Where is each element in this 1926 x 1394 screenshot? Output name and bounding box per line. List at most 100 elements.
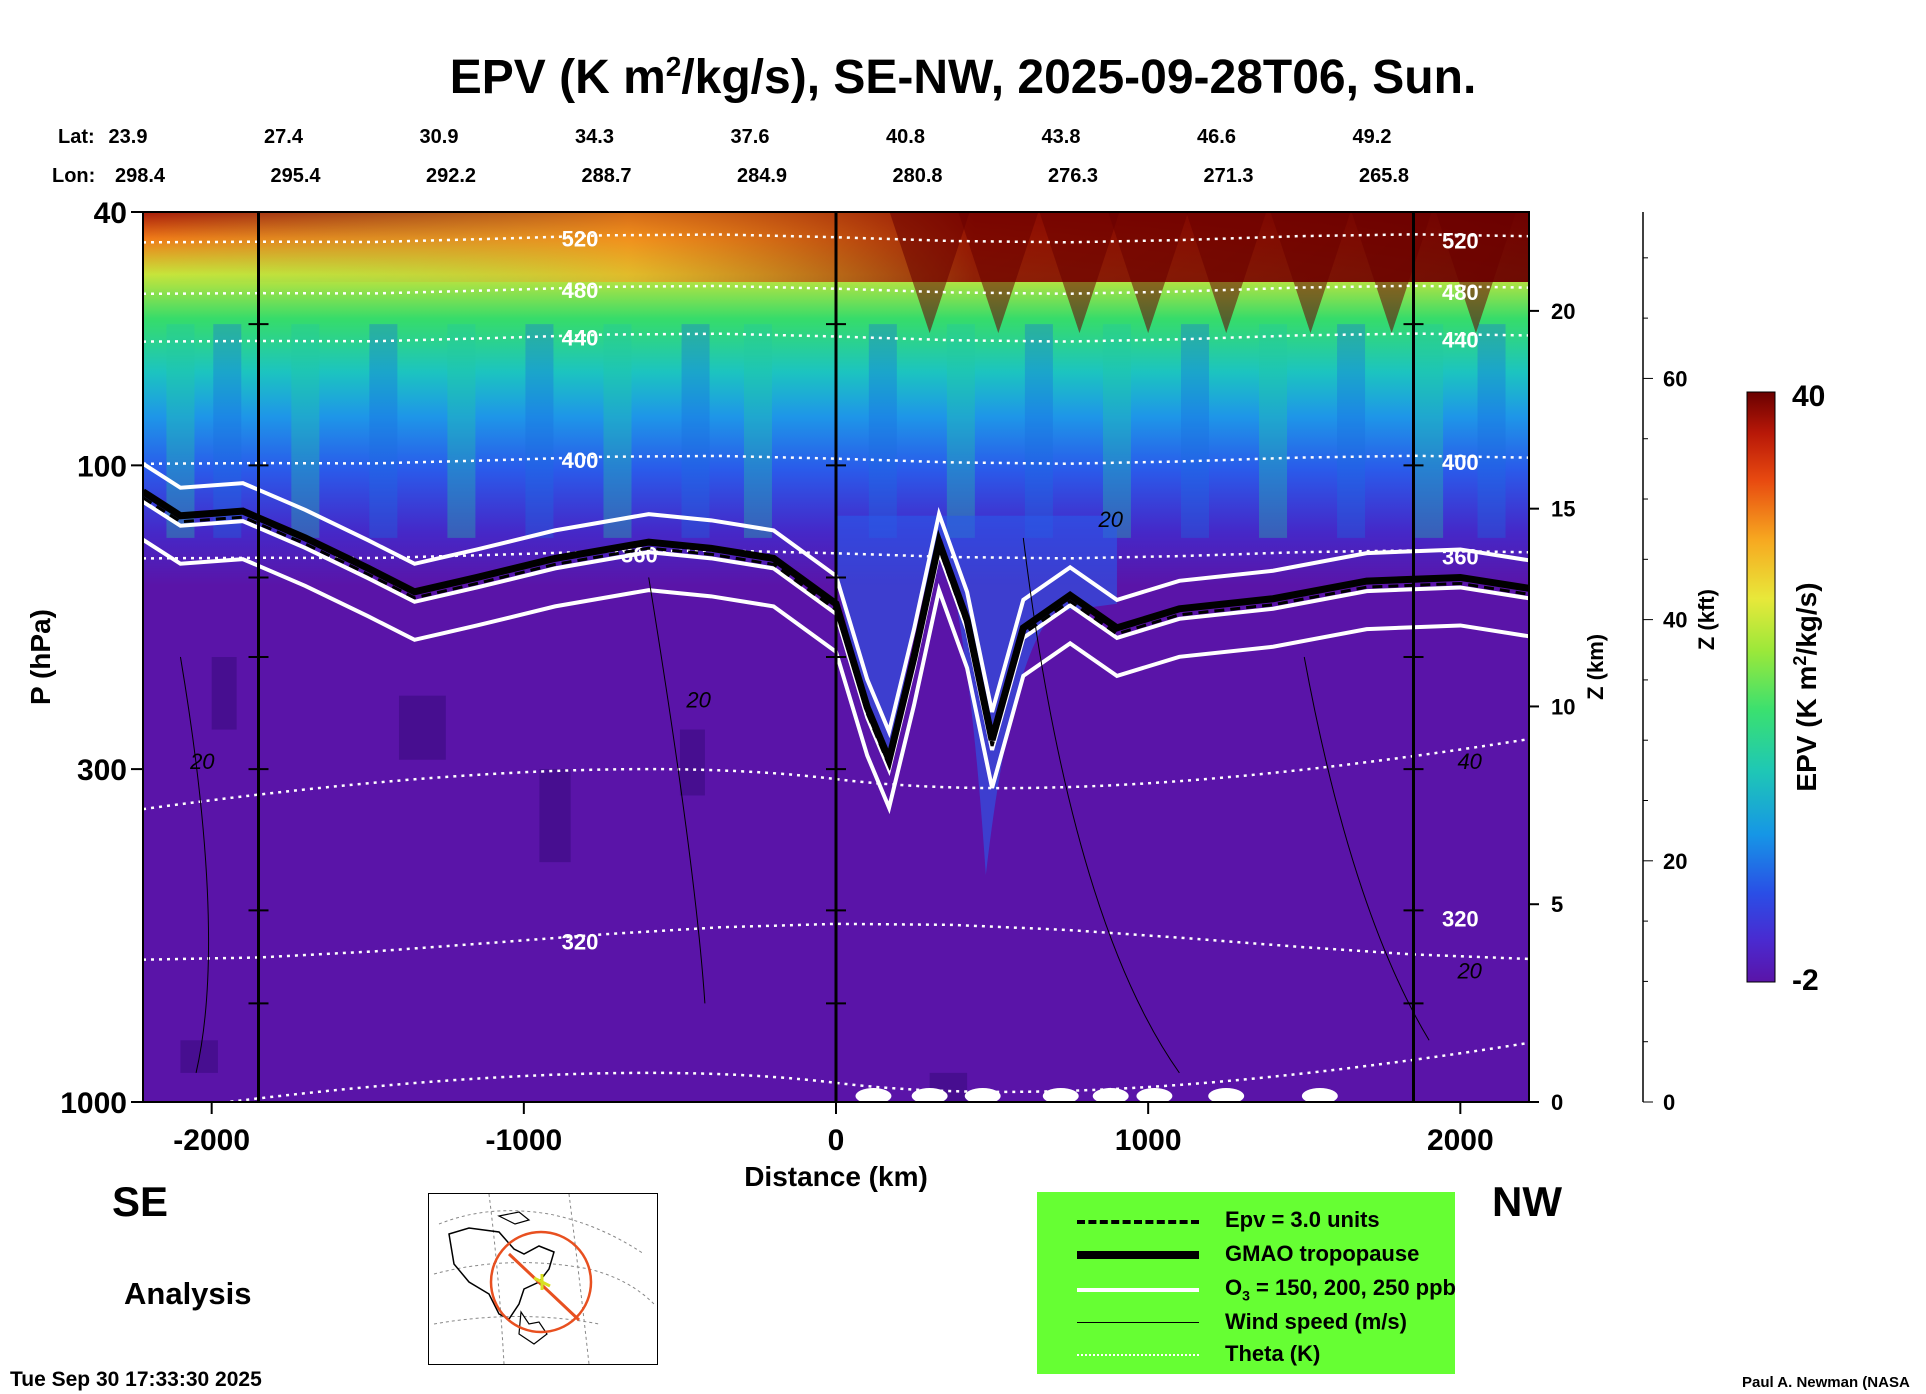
epv-streak <box>447 324 476 538</box>
theta-label: 480 <box>562 278 599 303</box>
colorbar-min-label: -2 <box>1792 964 1819 997</box>
theta-label: 440 <box>1442 328 1479 353</box>
locator-map <box>428 1193 658 1365</box>
lat-value: 27.4 <box>264 126 304 148</box>
z-kft-tick-label: 40 <box>1663 608 1687 633</box>
terrain-bump <box>1092 1088 1129 1102</box>
nw-label: NW <box>1492 1178 1562 1225</box>
lat-value: 46.6 <box>1197 126 1236 148</box>
theta-label: 320 <box>562 930 599 955</box>
wind-contour <box>1022 537 1180 1074</box>
wind-label: 20 <box>1097 507 1123 532</box>
colorbar-title: EPV (K m2/kg/s) <box>1790 582 1822 791</box>
lon-value: 276.3 <box>1048 165 1098 187</box>
wind-label: 20 <box>1456 959 1482 984</box>
wind-label: 40 <box>1457 749 1482 774</box>
lon-value: 280.8 <box>892 165 942 187</box>
lat-value: 37.6 <box>731 126 770 148</box>
lat-value: 40.8 <box>886 126 925 148</box>
terrain-bump <box>1136 1088 1173 1102</box>
legend-item-epv: Epv = 3.0 units <box>1037 1206 1455 1236</box>
lon-label: Lon: <box>52 165 95 187</box>
y-tick-label: 300 <box>77 754 127 787</box>
x-tick-label: 1000 <box>1115 1124 1182 1157</box>
theta-label: 400 <box>562 448 599 473</box>
epv-streak <box>868 324 897 538</box>
epv-streak <box>1415 324 1444 538</box>
epv-streak <box>1180 324 1209 538</box>
epv-streak <box>291 324 320 538</box>
epv-peak <box>958 212 1039 334</box>
lon-value: 271.3 <box>1203 165 1253 187</box>
z-kft-tick-label: 0 <box>1663 1090 1675 1115</box>
lon-value: 292.2 <box>426 165 476 187</box>
epv-streak <box>743 324 772 538</box>
z-kft-tick-label: 60 <box>1663 366 1687 391</box>
analysis-label: Analysis <box>124 1276 252 1311</box>
legend-item-tropopause: GMAO tropopause <box>1037 1240 1455 1270</box>
ozone-contour <box>143 500 1529 777</box>
epv-peak <box>1351 212 1432 334</box>
epv-dashed-contour <box>143 496 1529 771</box>
colorbar-max-label: 40 <box>1792 380 1825 413</box>
epv-peak <box>1270 212 1351 334</box>
y-tick-label: 1000 <box>60 1087 127 1120</box>
wind-contour <box>648 577 706 1004</box>
legend-thick-sample <box>1077 1251 1199 1259</box>
timestamp: Tue Sep 30 17:33:30 2025 <box>10 1368 262 1391</box>
theta-label: 320 <box>1442 907 1479 932</box>
colorbar-gradient <box>1746 391 1776 983</box>
y-axis-title: P (hPa) <box>25 609 56 705</box>
lat-label: Lat: <box>58 126 95 148</box>
theta-label: 440 <box>562 326 599 351</box>
ozone-contour <box>143 538 1529 815</box>
terrain-bump <box>855 1088 892 1102</box>
epv-dark-patch <box>539 769 571 863</box>
wind-contour <box>179 656 210 1073</box>
z-kft-title: Z (kft) <box>1694 589 1719 650</box>
lat-value: 34.3 <box>575 126 614 148</box>
z-km-tick-label: 0 <box>1551 1090 1563 1115</box>
terrain-bump <box>911 1088 948 1102</box>
epv-streak <box>1102 324 1131 538</box>
wind-label: 20 <box>685 687 711 712</box>
epv-streak <box>1337 324 1366 538</box>
epv-streak <box>369 324 398 538</box>
legend-thin-sample <box>1077 1322 1199 1323</box>
theta-label: 400 <box>1442 450 1479 475</box>
author-credit: Paul A. Newman (NASA <box>1742 1374 1910 1391</box>
epv-streak <box>525 324 554 538</box>
epv-dark-patch <box>211 657 237 730</box>
epv-peak <box>1186 212 1267 334</box>
lat-value: 30.9 <box>420 126 459 148</box>
legend-item-ozone: O3 = 150, 200, 250 ppb <box>1037 1274 1456 1304</box>
epv-peak <box>1039 212 1120 334</box>
legend-dashed-sample <box>1077 1220 1199 1224</box>
lon-value: 288.7 <box>581 165 631 187</box>
x-tick-label: -1000 <box>485 1124 562 1157</box>
epv-streak <box>213 324 242 538</box>
y-tick-label: 40 <box>94 197 127 230</box>
terrain-bump <box>1301 1088 1338 1102</box>
x-tick-label: -2000 <box>173 1124 250 1157</box>
chart-title: EPV (K m2/kg/s), SE-NW, 2025-09-28T06, S… <box>449 51 1477 104</box>
wind-label: 20 <box>189 749 215 774</box>
lat-value: 23.9 <box>109 126 148 148</box>
x-tick-label: 2000 <box>1427 1124 1494 1157</box>
legend-white-sample <box>1077 1288 1199 1292</box>
lon-value: 295.4 <box>270 165 321 187</box>
y-tick-label: 100 <box>77 450 127 483</box>
lat-value: 43.8 <box>1042 126 1081 148</box>
lat-value: 49.2 <box>1353 126 1392 148</box>
terrain-bump <box>1208 1088 1245 1102</box>
z-km-tick-label: 15 <box>1551 497 1575 522</box>
locator-map-graphic <box>433 1194 655 1364</box>
z-km-title: Z (km) <box>1583 634 1608 700</box>
theta-label: 480 <box>1442 280 1479 305</box>
legend: Epv = 3.0 units GMAO tropopause O3 = 150… <box>1037 1192 1456 1374</box>
legend-item-wind: Wind speed (m/s) <box>1037 1308 1455 1338</box>
epv-peak <box>889 212 970 334</box>
legend-item-theta: Theta (K) <box>1037 1340 1455 1370</box>
theta-label: 520 <box>1442 228 1479 253</box>
